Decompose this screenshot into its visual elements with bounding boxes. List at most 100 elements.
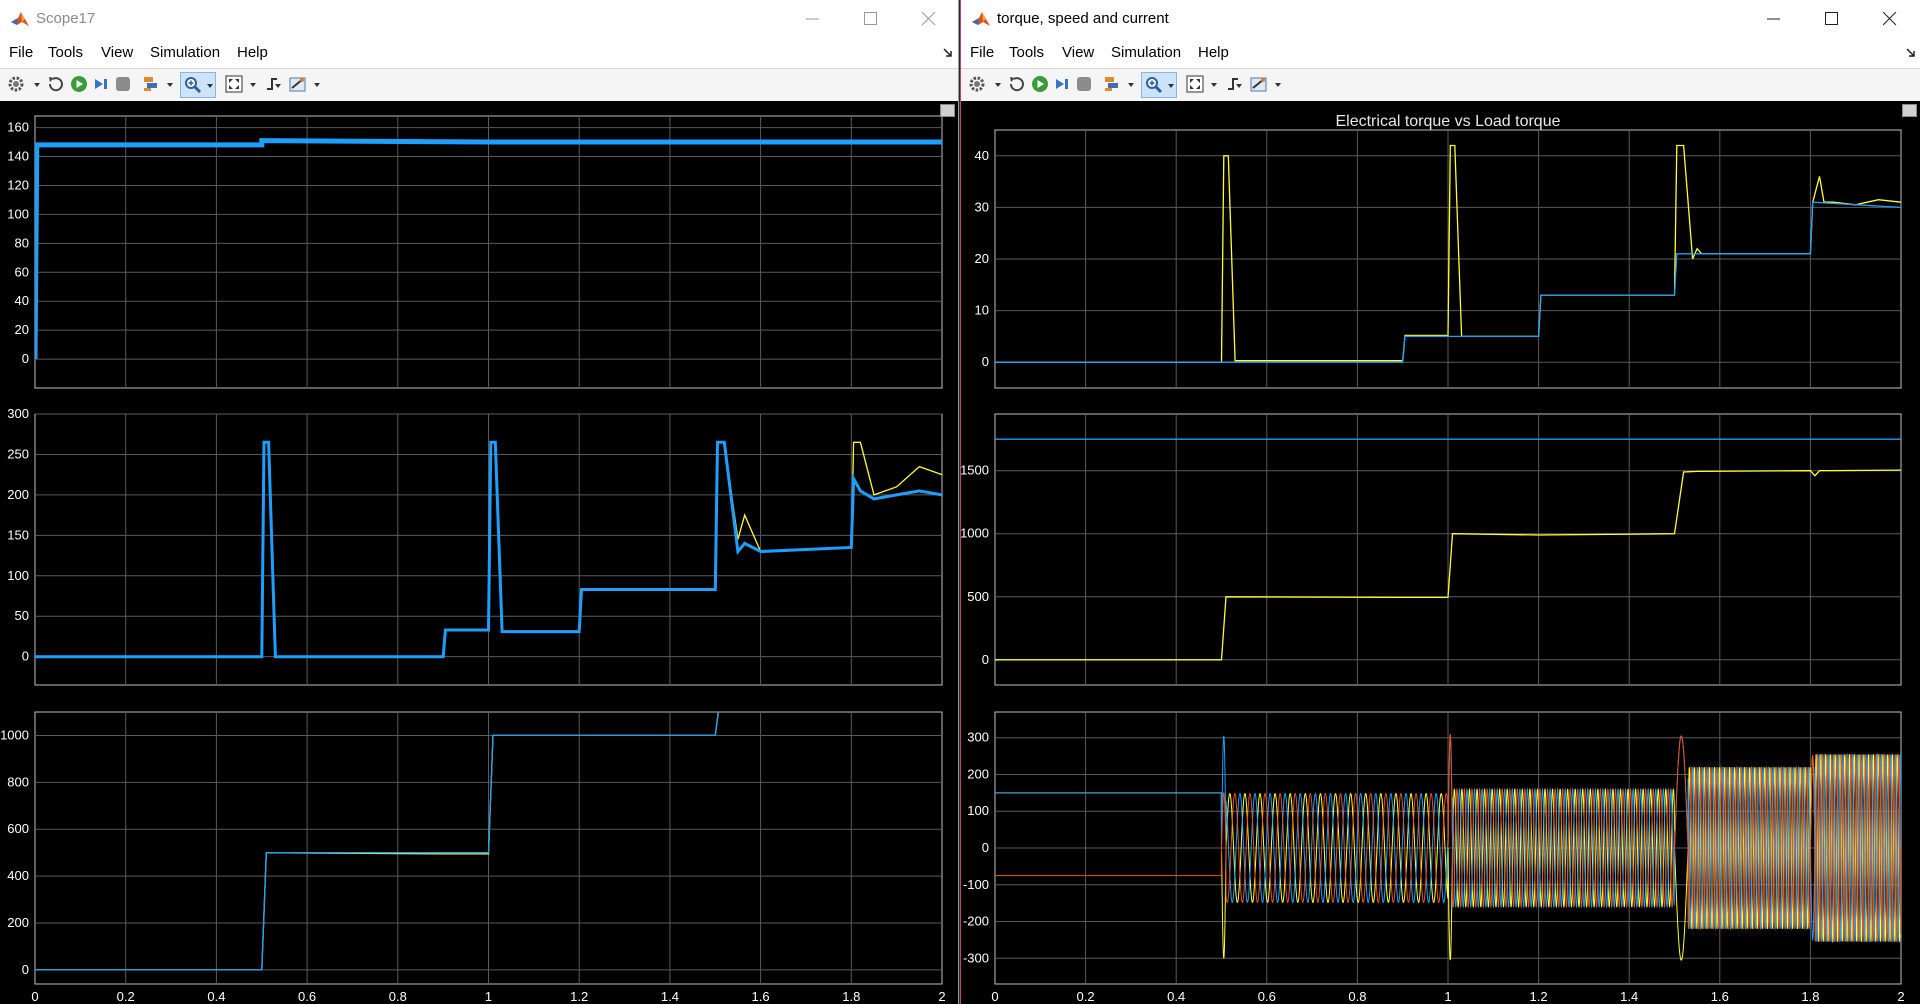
chevron-down-icon[interactable] bbox=[249, 72, 257, 98]
menu-simulation[interactable]: Simulation bbox=[150, 44, 221, 61]
trigger-button[interactable] bbox=[262, 72, 284, 98]
highlight-button[interactable] bbox=[139, 72, 177, 98]
menu-help[interactable]: Help bbox=[237, 44, 268, 61]
y-tick-label: 80 bbox=[15, 235, 29, 250]
menu-help[interactable]: Help bbox=[1198, 44, 1229, 61]
chevron-down-icon[interactable] bbox=[1210, 72, 1218, 98]
chevron-down-icon[interactable] bbox=[1127, 72, 1135, 98]
close-button[interactable] bbox=[900, 0, 958, 38]
menu-file[interactable]: File bbox=[970, 44, 995, 61]
plot-area: 0 20 40 60 80 100 120 140 160 0 50 100 150 200 250 300 0… bbox=[0, 101, 958, 1004]
measure-button[interactable] bbox=[1247, 72, 1285, 98]
menu-view[interactable]: View bbox=[101, 44, 134, 61]
y-tick-label: 30 bbox=[975, 199, 989, 214]
highlight-icon bbox=[1105, 77, 1118, 91]
plot-area: 0 10 20 30 40 Electrical torque vs Load torqu… bbox=[961, 101, 1920, 1004]
y-tick-label: 150 bbox=[7, 527, 29, 542]
run-button[interactable] bbox=[67, 72, 89, 98]
x-tick-label: 0.6 bbox=[298, 989, 316, 1004]
menu-view[interactable]: View bbox=[1062, 44, 1095, 61]
chevron-down-icon[interactable] bbox=[166, 72, 174, 98]
y-tick-label: 20 bbox=[15, 322, 29, 337]
menu-tools[interactable]: Tools bbox=[1009, 44, 1045, 61]
x-tick-label: 1.6 bbox=[1711, 989, 1729, 1004]
run-icon bbox=[1032, 76, 1048, 92]
series-line-yellow bbox=[995, 469, 1901, 661]
y-tick-label: 200 bbox=[7, 915, 29, 930]
zoom-icon bbox=[185, 77, 202, 94]
chevron-down-icon[interactable] bbox=[1167, 73, 1175, 99]
step-forward-button[interactable] bbox=[1050, 72, 1072, 98]
series-line-blue bbox=[35, 138, 942, 360]
maximize-icon bbox=[864, 12, 877, 25]
maximize-button[interactable] bbox=[1803, 0, 1861, 38]
dock-arrow-icon[interactable] bbox=[942, 46, 954, 58]
window-title: torque, speed and current bbox=[997, 10, 1169, 27]
menu-bar: File Tools View Simulation Help bbox=[961, 38, 1920, 68]
restore-button[interactable] bbox=[1005, 72, 1027, 98]
y-tick-label: 160 bbox=[7, 120, 29, 135]
y-tick-label: 500 bbox=[967, 589, 989, 604]
x-tick-label: 1.8 bbox=[1801, 989, 1819, 1004]
y-tick-label: 0 bbox=[982, 652, 989, 667]
highlight-button[interactable] bbox=[1100, 72, 1138, 98]
measure-icon bbox=[289, 77, 306, 92]
zoom-button[interactable] bbox=[1141, 72, 1177, 98]
chevron-down-icon[interactable] bbox=[994, 72, 1002, 98]
y-tick-label: 100 bbox=[967, 803, 989, 818]
trigger-button[interactable] bbox=[1223, 72, 1245, 98]
toolbar bbox=[961, 68, 1920, 102]
expand-toggle-icon[interactable] bbox=[1902, 104, 1917, 117]
minimize-button[interactable] bbox=[784, 0, 842, 38]
series-line-blue bbox=[35, 440, 942, 659]
y-tick-label: 250 bbox=[7, 446, 29, 461]
zoom-button[interactable] bbox=[180, 72, 216, 98]
matlab-logo-icon bbox=[972, 12, 990, 26]
run-icon bbox=[71, 76, 87, 92]
chevron-down-icon[interactable] bbox=[313, 72, 321, 98]
chevron-down-icon[interactable] bbox=[206, 73, 214, 99]
fit-to-view-icon bbox=[225, 75, 243, 93]
dock-arrow-icon[interactable] bbox=[1905, 46, 1917, 58]
series-line-yellow bbox=[995, 144, 1901, 363]
menu-tools[interactable]: Tools bbox=[48, 44, 84, 61]
y-tick-label: 60 bbox=[15, 264, 29, 279]
y-tick-label: -300 bbox=[963, 950, 989, 965]
y-tick-label: 120 bbox=[7, 177, 29, 192]
gear-button[interactable] bbox=[4, 72, 44, 98]
restore-button[interactable] bbox=[44, 72, 66, 98]
y-tick-label: -100 bbox=[963, 877, 989, 892]
menu-file[interactable]: File bbox=[9, 44, 34, 61]
close-icon bbox=[1883, 12, 1897, 26]
chevron-down-icon[interactable] bbox=[1274, 72, 1282, 98]
series-group bbox=[995, 733, 1901, 961]
fit-to-view-button[interactable] bbox=[222, 72, 260, 98]
y-tick-label: 0 bbox=[22, 649, 29, 664]
gear-button[interactable] bbox=[965, 72, 1005, 98]
y-tick-label: 600 bbox=[7, 821, 29, 836]
x-tick-label: 1.4 bbox=[661, 989, 679, 1004]
scope-panel-1: 0 10 20 30 40 Electrical torque vs Load torqu… bbox=[975, 113, 1902, 389]
y-tick-label: 1500 bbox=[961, 463, 989, 478]
y-tick-label: 140 bbox=[7, 149, 29, 164]
chevron-down-icon[interactable] bbox=[33, 72, 41, 98]
measure-button[interactable] bbox=[286, 72, 324, 98]
expand-toggle-icon[interactable] bbox=[940, 104, 955, 117]
maximize-button[interactable] bbox=[842, 0, 900, 38]
x-tick-label: 1.2 bbox=[1530, 989, 1548, 1004]
stop-button[interactable] bbox=[111, 72, 133, 98]
fit-to-view-button[interactable] bbox=[1183, 72, 1221, 98]
step-forward-button[interactable] bbox=[89, 72, 111, 98]
x-tick-label: 0.8 bbox=[389, 989, 407, 1004]
step-forward-icon bbox=[1056, 79, 1068, 89]
close-button[interactable] bbox=[1861, 0, 1919, 38]
y-tick-label: 1000 bbox=[0, 727, 29, 742]
plot-title: Electrical torque vs Load torque bbox=[1335, 113, 1560, 130]
y-tick-label: 40 bbox=[975, 148, 989, 163]
stop-button[interactable] bbox=[1072, 72, 1094, 98]
y-tick-label: 200 bbox=[967, 766, 989, 781]
series-group bbox=[35, 712, 719, 971]
minimize-button[interactable] bbox=[1745, 0, 1803, 38]
menu-simulation[interactable]: Simulation bbox=[1111, 44, 1182, 61]
run-button[interactable] bbox=[1028, 72, 1050, 98]
